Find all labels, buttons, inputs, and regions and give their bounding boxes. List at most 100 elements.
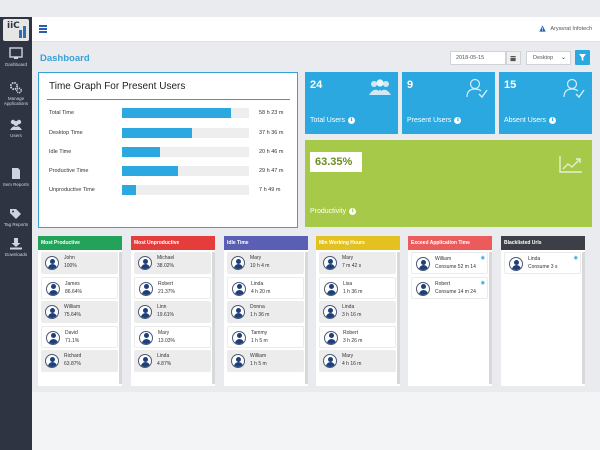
person-value: 3 h 26 m (343, 337, 363, 344)
list-item[interactable]: Robert 21.37% (134, 276, 211, 299)
company-info[interactable]: Aryavrat Infotech (539, 25, 592, 32)
stat-label-row: Total Users i (310, 117, 356, 124)
avatar (138, 305, 152, 319)
time-row-desktop: Desktop Time 37 h 36 m (49, 128, 294, 140)
stat-label: Total Users (310, 117, 346, 124)
column-header: Idle Time (224, 236, 308, 250)
person-value: 86.64% (65, 288, 82, 295)
calendar-button[interactable] (506, 51, 521, 65)
sidebar-item-label: Users (10, 133, 22, 138)
list-item[interactable]: Linda 4 h 20 m (227, 276, 304, 299)
list-item[interactable]: Robert 3 h 26 m (319, 325, 396, 348)
eye-icon[interactable]: ◉ (480, 255, 485, 261)
time-row-value: 58 h 23 m (259, 110, 284, 116)
filter-button[interactable] (575, 50, 590, 65)
list-item[interactable]: Mary 13.03% (134, 325, 211, 348)
time-row-unproductive: Unproductive Time 7 h 49 m (49, 185, 294, 197)
tag-icon (10, 209, 21, 219)
column-list: John 100% James 86.64% William 75.64% David 71.… (41, 252, 118, 384)
scrollbar[interactable] (305, 252, 308, 384)
list-item[interactable]: Tammy 1 h 5 m (227, 325, 304, 348)
hamburger-icon[interactable] (39, 25, 47, 33)
time-row-label: Total Time (49, 110, 75, 116)
productivity-label: Productivity (310, 208, 347, 215)
list-item[interactable]: Richard 63.87% (41, 350, 118, 372)
list-item[interactable]: William Consume 52 m 14 ◉ (411, 252, 488, 274)
time-bar-fill (122, 185, 136, 195)
productivity-card[interactable]: 63.35% Productivity i (305, 140, 592, 227)
person-name: Mary (158, 329, 170, 336)
time-bar-fill (122, 108, 232, 118)
person-name: Mary (342, 353, 354, 359)
scrollbar[interactable] (582, 252, 585, 384)
info-icon[interactable]: i (349, 208, 357, 215)
list-item[interactable]: David 71.1% (41, 325, 118, 348)
list-item[interactable]: Michael 38.02% (134, 252, 211, 274)
present-users-card[interactable]: 9 Present Users i (402, 72, 495, 134)
person-name: Donna (250, 304, 265, 310)
time-bar-fill (122, 128, 192, 138)
person-value: 4.87% (157, 361, 172, 367)
avatar (323, 305, 337, 319)
column-list: Linda Consume 3 s ◉ (504, 252, 581, 384)
time-row-value: 37 h 36 m (259, 130, 284, 136)
scrollbar[interactable] (489, 252, 492, 384)
list-item[interactable]: Robert Consume 14 m 24 ◉ (411, 276, 488, 299)
time-bar-track (122, 128, 249, 138)
sidebar-item-downloads[interactable]: Downloads (0, 237, 32, 257)
sidebar-item-item-reports[interactable]: Item Reports (0, 167, 32, 187)
list-item[interactable]: Linda 3 h 16 m (319, 301, 396, 323)
column-idle-time: Idle Time Mary 10 h 4 m Linda 4 h 20 m Donna 1… (224, 236, 308, 386)
scrollbar[interactable] (397, 252, 400, 384)
list-item[interactable]: William 1 h 5 m (227, 350, 304, 372)
scrollbar[interactable] (212, 252, 215, 384)
list-item[interactable]: Donna 1 h 36 m (227, 301, 304, 323)
time-row-label: Desktop Time (49, 130, 83, 136)
list-item[interactable]: Mary 7 m 42 s (319, 252, 396, 274)
sidebar-item-dashboard[interactable]: Dashboard (0, 47, 32, 67)
list-item[interactable]: Linda Consume 3 s ◉ (504, 252, 581, 274)
list-item[interactable]: Mary 10 h 4 m (227, 252, 304, 274)
column-exceed-application-time: Exceed Application Time William Consume 52… (408, 236, 492, 386)
sidebar-item-tag-reports[interactable]: Tag Reports (0, 207, 32, 227)
list-item[interactable]: Linn 19.61% (134, 301, 211, 323)
column-list: Mary 10 h 4 m Linda 4 h 20 m Donna 1 h 36 m Ta… (227, 252, 304, 384)
eye-icon[interactable]: ◉ (573, 255, 578, 261)
list-item[interactable]: William 75.64% (41, 301, 118, 323)
info-icon[interactable]: i (454, 117, 462, 124)
app-logo[interactable]: iiC (3, 19, 29, 41)
time-row-label: Productive Time (49, 168, 89, 174)
list-item[interactable]: Lisa 1 h 36 m (319, 276, 396, 299)
list-item[interactable]: James 86.64% (41, 276, 118, 299)
eye-icon[interactable]: ◉ (480, 279, 485, 286)
info-icon[interactable]: i (549, 117, 557, 124)
info-icon[interactable]: i (348, 117, 356, 124)
dashboard-icon (9, 47, 23, 59)
avatar (323, 354, 337, 368)
avatar (416, 257, 430, 271)
person-name: Linda (528, 256, 541, 262)
list-item[interactable]: John 100% (41, 252, 118, 274)
footer-area (32, 392, 600, 450)
column-most-productive: Most Productive John 100% James 86.64% Willia… (38, 236, 122, 386)
device-select[interactable]: Desktop ⌄ (526, 51, 571, 65)
avatar (139, 330, 153, 345)
sidebar-item-manage-applications[interactable]: Manage Applications (0, 81, 32, 106)
time-bar-track (122, 147, 249, 157)
time-row-productive: Productive Time 29 h 47 m (49, 166, 294, 178)
person-name: Linda (251, 280, 264, 287)
person-name: Richard (64, 353, 82, 359)
date-input[interactable]: 2018-05-15 (450, 51, 506, 65)
person-value: 1 h 5 m (250, 361, 267, 367)
person-value: 7 m 42 s (342, 263, 362, 269)
list-item[interactable]: Linda 4.87% (134, 350, 211, 372)
sidebar-item-users[interactable]: Users (0, 118, 32, 138)
column-blacklisted-urls: Blacklisted Urls Linda Consume 3 s ◉ (501, 236, 585, 386)
absent-users-card[interactable]: 15 Absent Users i (499, 72, 592, 134)
person-name: William (435, 256, 452, 262)
scrollbar[interactable] (119, 252, 122, 384)
person-value: 3 h 16 m (342, 312, 362, 318)
list-item[interactable]: Mary 4 h 16 m (319, 350, 396, 372)
avatar (232, 281, 246, 296)
total-users-card[interactable]: 24 Total Users i (305, 72, 398, 134)
